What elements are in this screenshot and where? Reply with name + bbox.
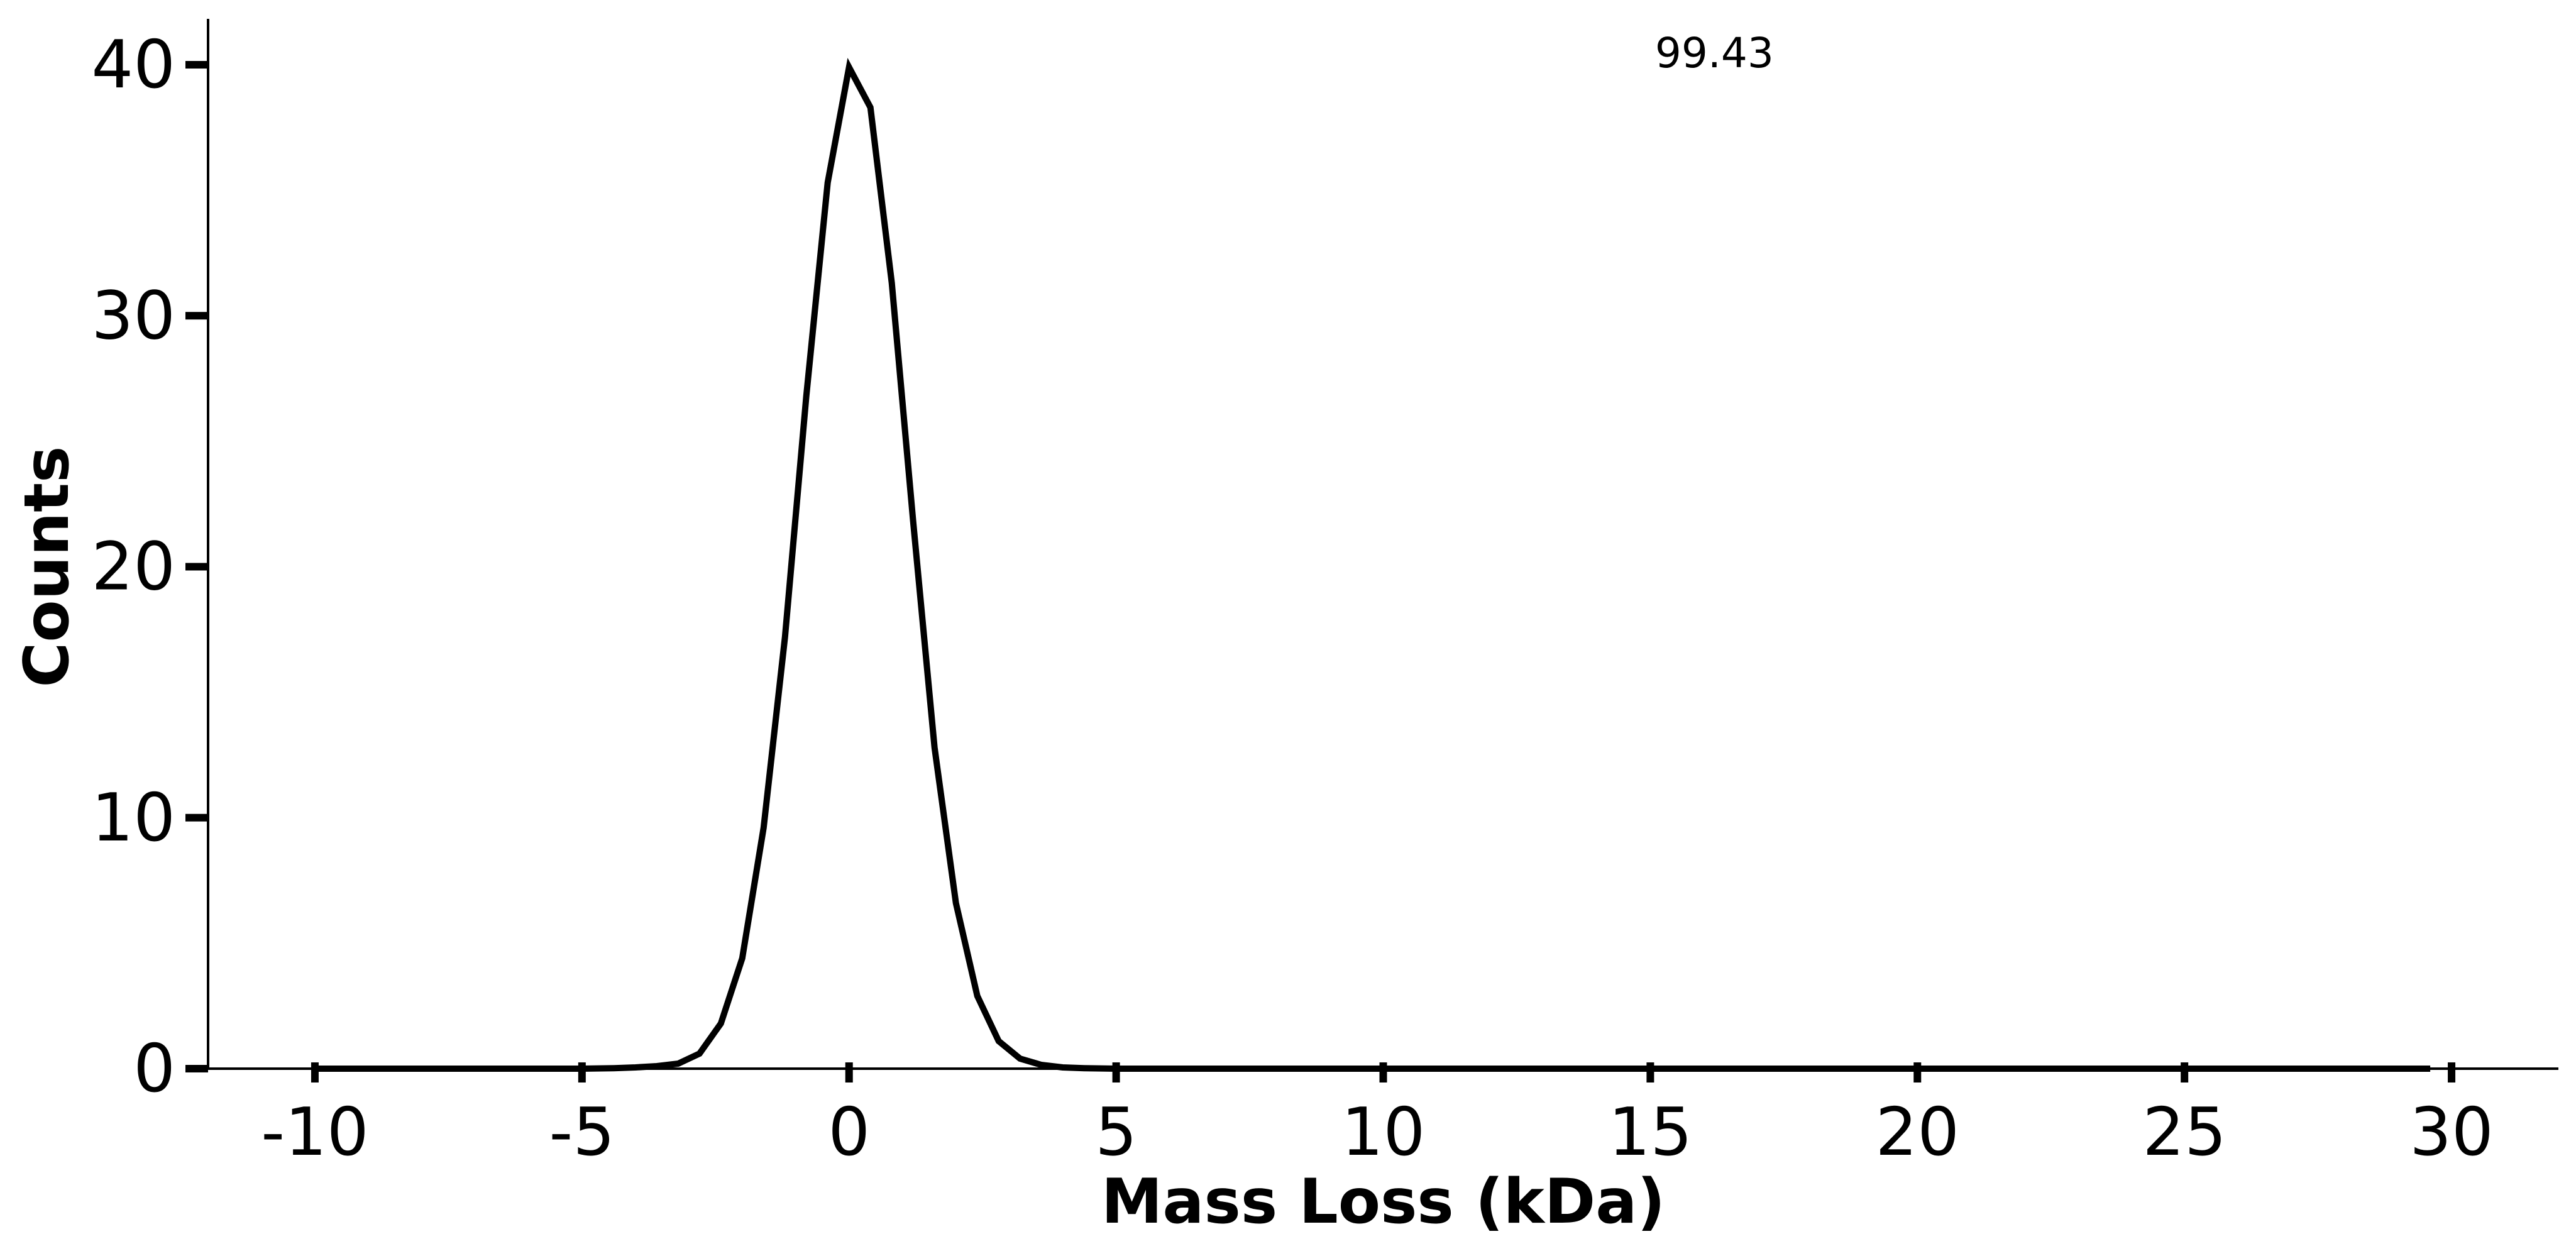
y-axis-ticks: 0 10 20 30 40 bbox=[91, 26, 208, 1107]
x-tick-label: 10 bbox=[1341, 1094, 1426, 1171]
value-annotation: 99.43 bbox=[1655, 29, 1774, 77]
x-tick-label: 5 bbox=[1095, 1094, 1137, 1171]
y-tick-label: 40 bbox=[91, 26, 175, 103]
y-tick-label: 30 bbox=[91, 277, 175, 354]
axes bbox=[207, 19, 2558, 1070]
x-tick-label: 15 bbox=[1609, 1094, 1693, 1171]
plot-area bbox=[315, 58, 2431, 1072]
x-axis-ticks: -10 -5 0 5 10 15 20 25 30 bbox=[261, 1062, 2494, 1171]
x-tick-label: 0 bbox=[828, 1094, 870, 1171]
data-series-line bbox=[315, 58, 2431, 1072]
x-tick-label: -10 bbox=[261, 1094, 369, 1171]
x-axis-title: Mass Loss (kDa) bbox=[1101, 1166, 1665, 1238]
y-tick-label: 10 bbox=[91, 779, 175, 856]
x-tick-label: 20 bbox=[1875, 1094, 1959, 1171]
y-tick-label: 20 bbox=[91, 529, 175, 605]
y-axis-title: Counts bbox=[11, 446, 83, 688]
x-tick-label: -5 bbox=[549, 1094, 615, 1171]
x-tick-label: 25 bbox=[2142, 1094, 2226, 1171]
y-tick-label: 0 bbox=[133, 1030, 175, 1107]
x-tick-label: 30 bbox=[2409, 1094, 2494, 1171]
